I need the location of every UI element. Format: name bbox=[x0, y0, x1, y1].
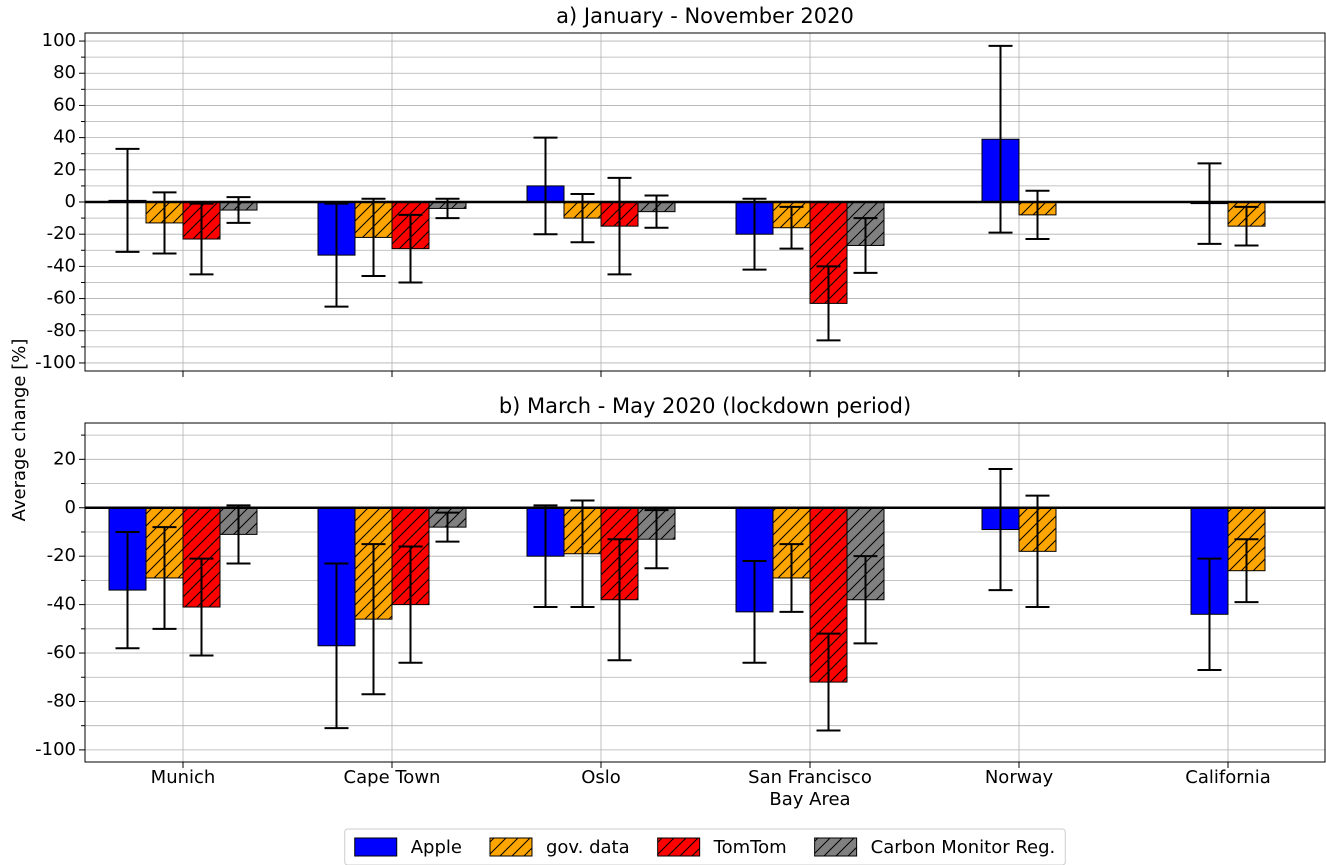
legend-swatch bbox=[354, 837, 398, 857]
axes-frame bbox=[84, 32, 1326, 372]
y-tick-label: 100 bbox=[42, 30, 76, 51]
x-tick-label: California bbox=[1185, 767, 1271, 788]
panel-title: a) January - November 2020 bbox=[556, 4, 854, 28]
y-tick-label: -20 bbox=[47, 223, 76, 244]
x-tick-label: Oslo bbox=[581, 767, 621, 788]
y-tick-label: 80 bbox=[53, 62, 76, 83]
legend-label: Apple bbox=[411, 837, 462, 858]
x-tick-label: Norway bbox=[984, 767, 1054, 788]
legend-swatch bbox=[489, 837, 533, 857]
legend-label: Carbon Monitor Reg. bbox=[871, 837, 1056, 858]
y-tick-label: 20 bbox=[53, 448, 76, 469]
y-axis-label: Average change [%] bbox=[9, 339, 30, 522]
y-tick-label: -20 bbox=[47, 545, 76, 566]
y-tick-label: -80 bbox=[47, 320, 76, 341]
panel-title: b) March - May 2020 (lockdown period) bbox=[499, 394, 911, 418]
legend-label: gov. data bbox=[546, 837, 630, 858]
y-tick-label: 20 bbox=[53, 159, 76, 180]
x-tick-label: Munich bbox=[150, 767, 216, 788]
legend-swatch bbox=[814, 837, 858, 857]
y-tick-label: -80 bbox=[47, 690, 76, 711]
y-tick-label: 0 bbox=[65, 191, 76, 212]
y-tick-label: -60 bbox=[47, 642, 76, 663]
y-tick-label: -40 bbox=[47, 594, 76, 615]
axes-frame bbox=[84, 422, 1326, 763]
y-tick-label: 60 bbox=[53, 94, 76, 115]
x-tick-label: San Francisco Bay Area bbox=[748, 767, 872, 810]
y-tick-label: -40 bbox=[47, 255, 76, 276]
y-tick-label: -100 bbox=[35, 739, 76, 760]
legend-swatch bbox=[657, 837, 701, 857]
legend: Apple gov. data TomTom Carbon Monitor Reg. bbox=[344, 828, 1066, 865]
y-tick-label: 40 bbox=[53, 127, 76, 148]
y-tick-label: -60 bbox=[47, 288, 76, 309]
x-tick-label: Cape Town bbox=[343, 767, 441, 788]
y-tick-label: -100 bbox=[35, 352, 76, 373]
legend-label: TomTom bbox=[713, 837, 787, 858]
y-tick-label: 0 bbox=[65, 497, 76, 518]
